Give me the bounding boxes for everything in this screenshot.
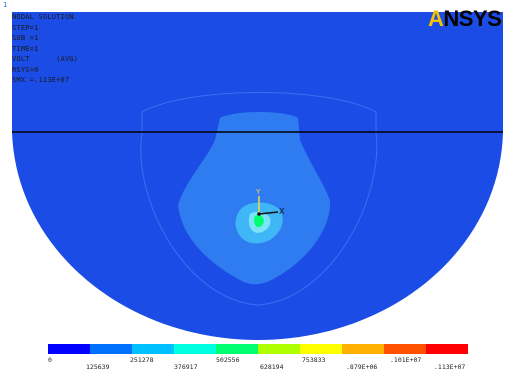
info-line-title: NODAL SOLUTION xyxy=(12,13,74,21)
legend-value: 251278 xyxy=(130,356,154,364)
triad-x-label: X xyxy=(279,207,285,216)
legend-value: 628194 xyxy=(260,363,284,371)
legend-value: 502556 xyxy=(216,356,240,364)
legend-value: .879E+06 xyxy=(346,363,378,371)
info-line-rsys: RSYS=0 xyxy=(12,65,39,74)
mid-contour-line xyxy=(140,92,378,306)
legend-value: 125639 xyxy=(86,363,110,371)
window-number: 1 xyxy=(3,1,8,9)
center-hot-spot xyxy=(253,215,264,228)
info-line-sub: SUB =1 xyxy=(12,34,39,42)
inner-region xyxy=(178,112,331,285)
legend-value: .101E+07 xyxy=(390,356,422,364)
legend-value: .113E+07 xyxy=(434,363,466,371)
legend-swatch xyxy=(300,344,342,354)
legend-swatch xyxy=(342,344,384,354)
legend-swatch xyxy=(132,344,174,354)
legend-swatch xyxy=(174,344,216,354)
legend-value: 376917 xyxy=(174,363,198,371)
contour-legend-bar xyxy=(48,344,468,354)
legend-swatch xyxy=(258,344,300,354)
info-line-time: TIME=1 xyxy=(12,44,39,53)
legend-value: 0 xyxy=(48,356,52,364)
legend-swatch xyxy=(48,344,90,354)
info-line-volt: VOLT (AVG) xyxy=(12,55,79,63)
axis-triad: Y X xyxy=(255,188,285,216)
legend-value: 753833 xyxy=(302,356,326,364)
solution-info-block: NODAL SOLUTION STEP=1 SUB =1 TIME=1 VOLT… xyxy=(12,12,78,86)
legend-swatch xyxy=(426,344,468,354)
legend-swatch xyxy=(216,344,258,354)
triad-y-label: Y xyxy=(255,188,261,196)
info-line-step: STEP=1 xyxy=(12,23,39,32)
legend-swatch xyxy=(384,344,426,354)
ansys-logo: ANSYS xyxy=(428,6,502,31)
legend-swatch xyxy=(90,344,132,354)
info-line-smx: SMX =.113E+07 xyxy=(12,76,70,84)
